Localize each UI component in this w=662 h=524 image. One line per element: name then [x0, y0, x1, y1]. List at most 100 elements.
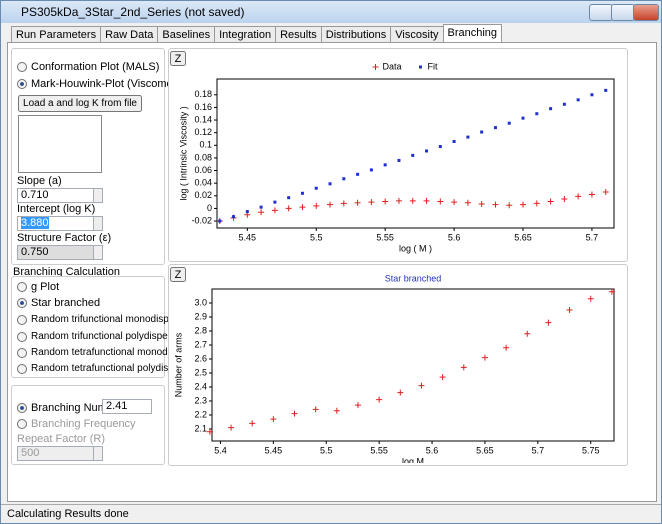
radio-label: Random trifunctional polydisperse — [31, 331, 182, 342]
y-tick-label: 2.8 — [194, 325, 207, 335]
text-input[interactable]: 2.41 — [102, 399, 152, 414]
data-point — [258, 209, 265, 216]
x-tick-label: 5.6 — [448, 232, 461, 242]
text-input[interactable]: 0.750 — [17, 245, 97, 260]
data-point — [533, 200, 540, 207]
legend-marker — [419, 65, 423, 69]
data-point — [312, 406, 319, 413]
tab[interactable]: Viscosity — [390, 26, 444, 44]
data-point — [506, 202, 513, 209]
close-button[interactable] — [633, 4, 659, 21]
x-tick-label: 5.6 — [426, 445, 439, 455]
data-point — [481, 354, 488, 361]
data-point — [354, 199, 361, 206]
tab[interactable]: Run Parameters — [11, 26, 102, 44]
radio-option[interactable]: Star branched — [17, 297, 100, 309]
active-tab[interactable]: Branching — [442, 24, 503, 44]
plot-frame — [216, 78, 615, 229]
zoom-button[interactable]: Z — [170, 267, 186, 282]
field-label: Intercept (log K) — [17, 203, 96, 215]
tab[interactable]: Results — [275, 26, 322, 44]
y-tick-label: 2.3 — [194, 395, 207, 405]
data-point — [562, 102, 566, 106]
radio-option[interactable]: Random trifunctional polydisperse — [17, 331, 182, 342]
radio-label: Random tetrafunctional polydisperse — [31, 363, 194, 374]
chart-title: Star branched — [385, 273, 442, 283]
data-point — [478, 201, 485, 208]
minimize-button[interactable] — [589, 4, 613, 21]
x-tick-label: 5.55 — [370, 445, 388, 455]
group-title: Branching Calculation — [13, 266, 121, 278]
spinner[interactable] — [93, 188, 103, 203]
result-group: Branching Number 2.41 Branching Frequenc… — [11, 385, 165, 465]
tab[interactable]: Distributions — [320, 26, 392, 44]
y-tick-label: 2.2 — [194, 409, 207, 419]
tab[interactable]: Baselines — [157, 26, 216, 44]
spinner[interactable] — [93, 446, 103, 461]
status-text: Calculating Results done — [7, 508, 129, 520]
data-point — [299, 204, 306, 211]
y-tick-label: 0.14 — [194, 114, 212, 124]
data-point — [575, 193, 582, 200]
data-point — [418, 382, 425, 389]
data-point — [313, 202, 320, 209]
y-tick-label: 2.1 — [194, 423, 207, 433]
data-point — [492, 201, 499, 208]
text-input[interactable]: 3.880 — [17, 216, 97, 231]
branching-group: g Plot Star branched Random trifunctiona… — [11, 276, 200, 378]
x-tick-label: 5.7 — [532, 445, 545, 455]
radio-label: Branching Number — [31, 402, 123, 414]
radio-option[interactable]: Random tetrafunctional polydisperse — [17, 363, 193, 374]
tab-bar: Run Parameters Raw Data Baselines Integr… — [11, 24, 503, 44]
data-point — [464, 199, 471, 206]
tab[interactable]: Raw Data — [100, 26, 159, 44]
radio-option[interactable]: Branching Frequency — [17, 418, 136, 430]
chart: 5.4 5.45 5.5 5.55 5.6 5.65 5.7 5.75 2.1 2.2 2.3 2.4… — [173, 273, 615, 463]
data-point — [566, 306, 573, 313]
data-point — [245, 210, 249, 214]
data-point — [588, 191, 595, 198]
radio-label: Star branched — [31, 297, 101, 309]
text-input[interactable]: 500 — [17, 446, 97, 461]
radio-option[interactable]: Mark-Houwink-Plot (Viscometer) — [17, 78, 189, 90]
data-point — [395, 197, 402, 204]
data-point — [521, 116, 525, 120]
data-point — [271, 207, 278, 214]
data-point — [340, 200, 347, 207]
spinner[interactable] — [93, 216, 103, 231]
data-point — [249, 420, 256, 427]
load-button[interactable]: Load a and log K from file — [18, 95, 142, 112]
data-point — [561, 195, 568, 202]
x-tick-label: 5.65 — [476, 445, 494, 455]
radio-option[interactable]: Branching Number — [17, 402, 123, 414]
spinner[interactable] — [93, 245, 103, 260]
radio-label: Mark-Houwink-Plot (Viscometer) — [31, 78, 190, 90]
radio-option[interactable]: Random tetrafunctional monodisperse — [17, 347, 200, 358]
radio-option[interactable]: Conformation Plot (MALS) — [17, 61, 159, 73]
data-point — [439, 374, 446, 381]
data-point — [503, 344, 510, 351]
tab-page: Conformation Plot (MALS) Mark-Houwink-Pl… — [7, 42, 657, 502]
y-axis-label: log ( Intrinsic Viscosity ) — [178, 106, 188, 200]
zoom-button[interactable]: Z — [170, 51, 186, 66]
legend-label: Data — [383, 61, 402, 71]
field-label: Slope (a) — [17, 175, 62, 187]
tab[interactable]: Integration — [214, 26, 277, 44]
data-point — [228, 424, 235, 431]
radio-option[interactable]: Random trifunctional monodispers — [17, 314, 183, 325]
y-tick-label: -0.02 — [191, 215, 212, 225]
data-point — [285, 205, 292, 212]
y-tick-label: 0.12 — [194, 127, 212, 137]
list-box[interactable] — [18, 115, 102, 173]
data-point — [333, 407, 340, 414]
plot-options-group: Conformation Plot (MALS) Mark-Houwink-Pl… — [11, 48, 189, 265]
y-tick-label: 0 — [207, 203, 212, 213]
text-input[interactable]: 0.710 — [17, 188, 97, 203]
data-point — [328, 182, 332, 186]
radio-option[interactable]: g Plot — [17, 281, 59, 293]
data-point — [327, 201, 334, 208]
y-tick-label: 0.06 — [194, 165, 212, 175]
x-tick-label: 5.5 — [320, 445, 333, 455]
maximize-button[interactable] — [611, 4, 635, 21]
